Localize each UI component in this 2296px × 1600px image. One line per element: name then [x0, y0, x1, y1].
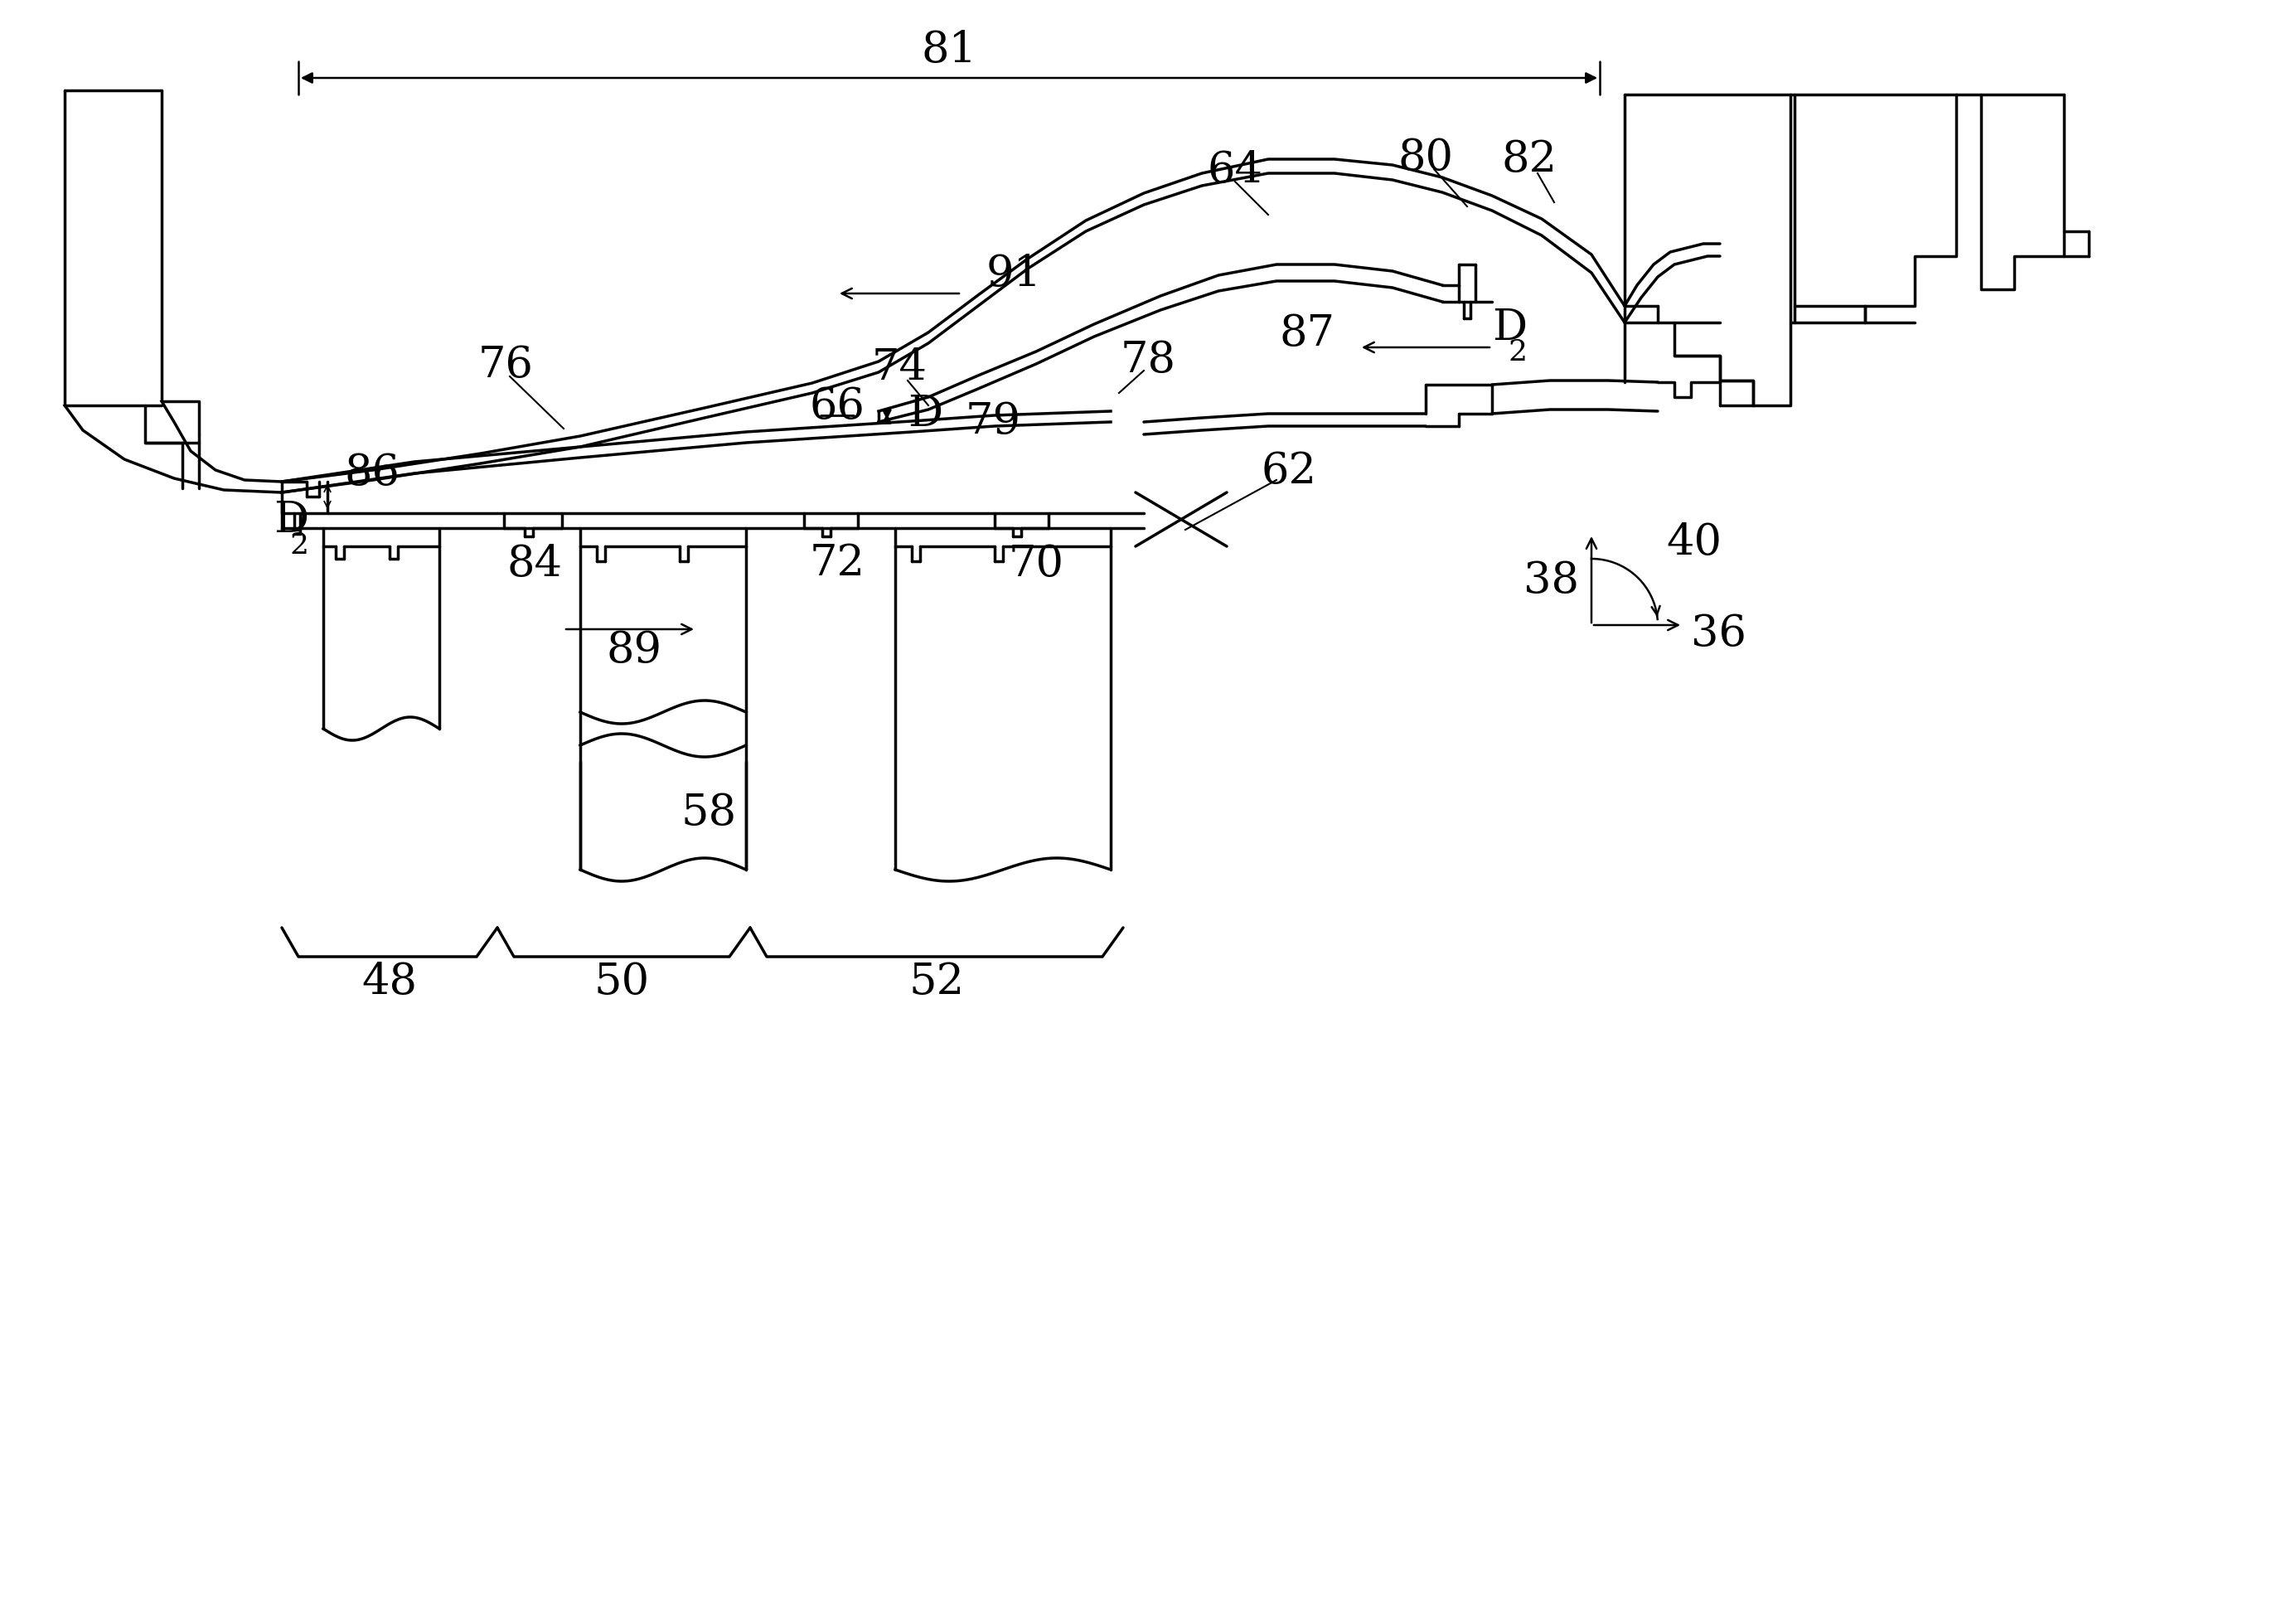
Text: 2: 2: [1508, 338, 1527, 366]
Text: 40: 40: [1667, 522, 1722, 563]
Text: D: D: [907, 394, 944, 435]
Text: 81: 81: [921, 29, 976, 70]
Text: 76: 76: [478, 344, 533, 386]
Text: 82: 82: [1502, 138, 1557, 181]
Text: D: D: [1492, 306, 1527, 349]
Text: 89: 89: [606, 629, 661, 672]
Text: 62: 62: [1261, 450, 1316, 491]
Text: 52: 52: [909, 960, 964, 1003]
Text: 50: 50: [595, 960, 650, 1003]
Text: 66: 66: [810, 386, 866, 427]
Text: 87: 87: [1279, 312, 1334, 355]
Text: 36: 36: [1690, 613, 1747, 654]
Text: 58: 58: [682, 790, 737, 834]
Text: 80: 80: [1398, 136, 1453, 179]
Text: 74: 74: [872, 347, 928, 389]
Text: 78: 78: [1120, 339, 1176, 381]
Text: 70: 70: [1008, 542, 1063, 584]
Text: 84: 84: [507, 542, 563, 584]
Text: 2: 2: [289, 531, 308, 560]
Text: 48: 48: [363, 960, 418, 1003]
Text: 79: 79: [967, 400, 1022, 442]
Text: 86: 86: [344, 451, 400, 493]
Text: 38: 38: [1525, 558, 1580, 602]
Text: D: D: [273, 499, 308, 541]
Text: 64: 64: [1208, 149, 1263, 190]
Text: 72: 72: [810, 542, 866, 584]
Text: 91: 91: [987, 253, 1042, 294]
